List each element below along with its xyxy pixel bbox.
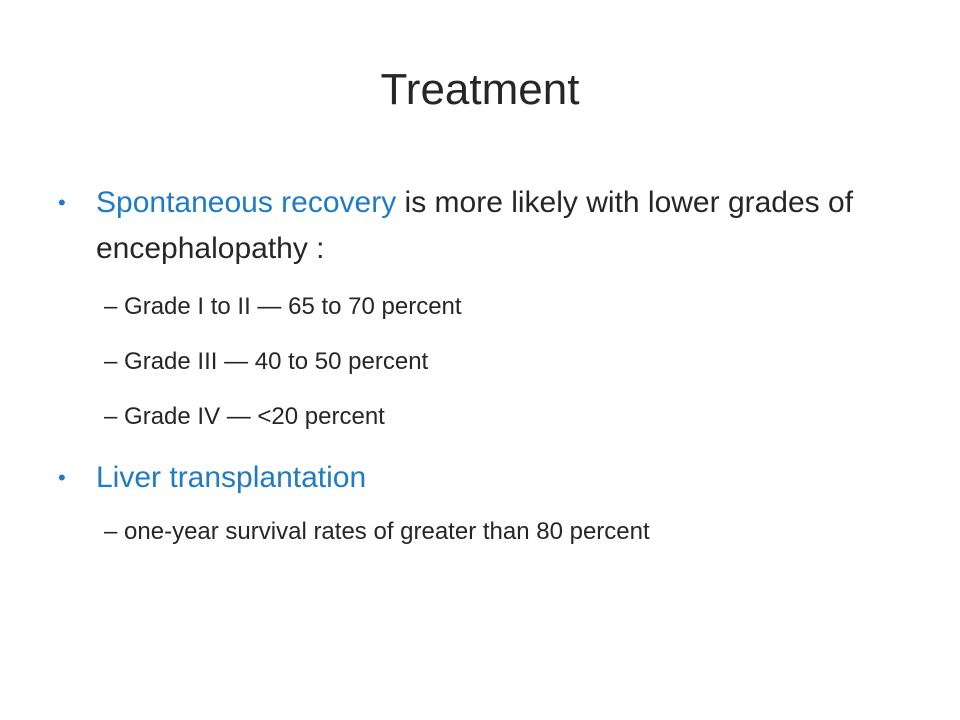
bullet-text: Liver transplantation xyxy=(96,455,898,501)
bullet-highlight: Spontaneous recovery xyxy=(96,186,397,219)
dash-icon: – xyxy=(104,293,118,320)
sub-bullet-text: Grade III — 40 to 50 percent xyxy=(124,348,429,375)
bullet-text: Spontaneous recovery is more likely with… xyxy=(96,180,898,272)
bullet-spontaneous-recovery: • Spontaneous recovery is more likely wi… xyxy=(58,180,898,272)
sub-bullet-grade-3: – Grade III — 40 to 50 percent xyxy=(104,345,924,379)
sub-bullet-survival-rates: – one-year survival rates of greater tha… xyxy=(104,515,924,549)
sub-bullet-text: Grade IV — <20 percent xyxy=(124,403,385,430)
dash-icon: – xyxy=(104,403,118,430)
sub-bullet-grade-1-2: – Grade I to II — 65 to 70 percent xyxy=(104,290,924,324)
bullet-liver-transplantation: • Liver transplantation xyxy=(58,455,898,501)
dash-icon: – xyxy=(104,348,118,375)
bullet-icon: • xyxy=(58,190,66,215)
dash-icon: – xyxy=(104,518,118,545)
sub-bullet-grade-4: – Grade IV — <20 percent xyxy=(104,400,924,434)
bullet-icon: • xyxy=(58,465,66,490)
bullet-rest: is more likely with lower grades of ence… xyxy=(96,186,854,265)
sub-bullet-text: Grade I to II — 65 to 70 percent xyxy=(124,293,462,320)
slide-title: Treatment xyxy=(380,65,580,114)
bullet-highlight: Liver transplantation xyxy=(96,461,367,494)
sub-bullet-text: one-year survival rates of greater than … xyxy=(124,518,650,545)
